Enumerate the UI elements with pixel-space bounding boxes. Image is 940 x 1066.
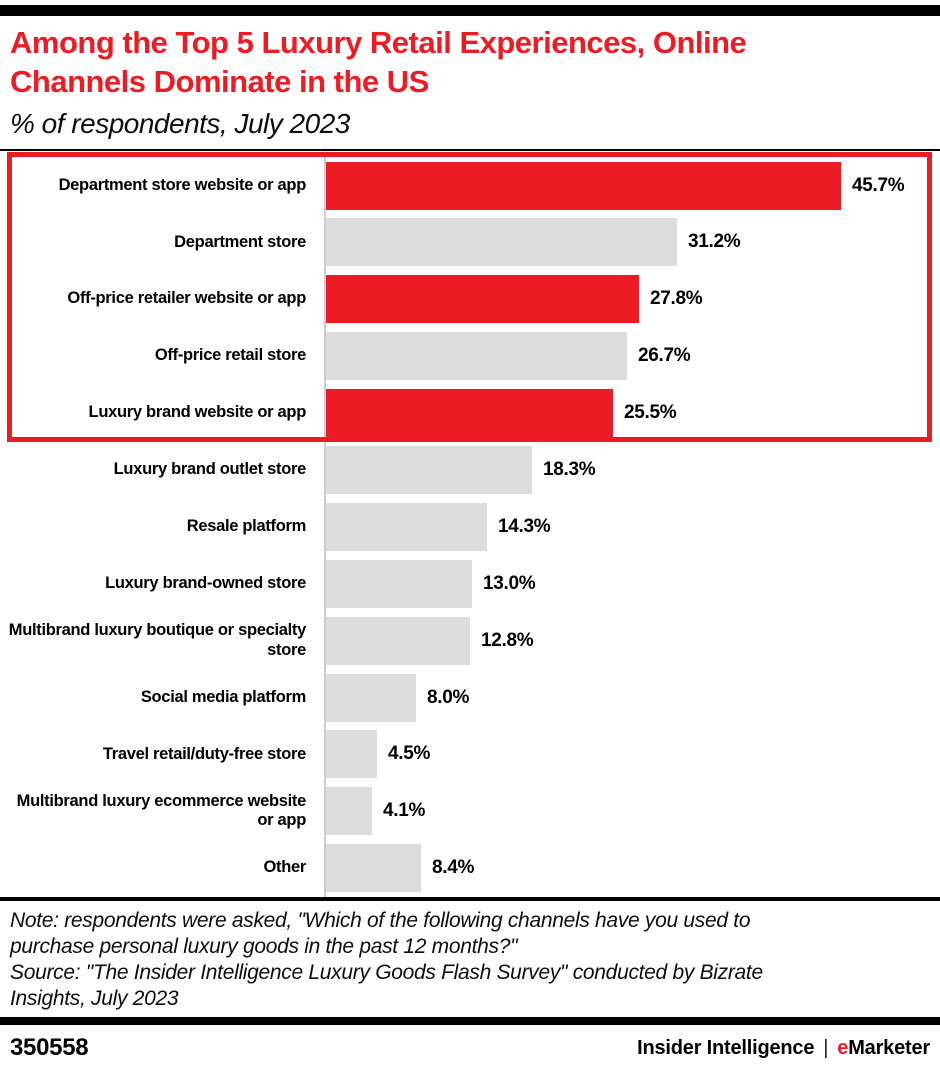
bar-track: 18.3% bbox=[326, 442, 940, 499]
category-label: Social media platform bbox=[140, 687, 306, 706]
brand-emarketer-rest: Marketer bbox=[848, 1036, 930, 1059]
value-label: 31.2% bbox=[688, 231, 741, 253]
chart-row: Luxury brand outlet store 18.3% bbox=[0, 442, 940, 499]
brand-separator: | bbox=[823, 1036, 829, 1059]
category-label: Travel retail/duty-free store bbox=[102, 744, 306, 763]
bar-track: 13.0% bbox=[326, 555, 940, 612]
top-accent-bar bbox=[0, 5, 940, 16]
value-label: 25.5% bbox=[624, 402, 677, 424]
footnote-divider bbox=[0, 897, 940, 902]
source-text-line1: Source: "The Insider Intelligence Luxury… bbox=[10, 961, 763, 985]
value-label: 26.7% bbox=[638, 345, 691, 367]
bar bbox=[326, 673, 416, 722]
bar bbox=[326, 275, 639, 324]
chart-row: Luxury brand website or app 25.5% bbox=[0, 385, 940, 442]
value-label: 14.3% bbox=[498, 515, 551, 537]
chart-row: Travel retail/duty-free store 4.5% bbox=[0, 726, 940, 783]
value-label: 18.3% bbox=[543, 458, 596, 480]
value-label: 27.8% bbox=[650, 288, 703, 310]
chart-row: Luxury brand-owned store 13.0% bbox=[0, 555, 940, 612]
brand-emarketer-e: e bbox=[837, 1036, 849, 1059]
category-label: Off-price retailer website or app bbox=[67, 289, 306, 308]
category-label: Multibrand luxury boutique or specialty … bbox=[8, 620, 307, 659]
value-label: 8.0% bbox=[427, 686, 470, 708]
chart-title: Among the Top 5 Luxury Retail Experience… bbox=[10, 23, 928, 101]
bar-track: 12.8% bbox=[326, 612, 940, 669]
bar bbox=[326, 730, 377, 779]
bar-track: 25.5% bbox=[326, 385, 940, 442]
note-text-line1: Note: respondents were asked, "Which of … bbox=[10, 909, 751, 933]
category-label: Department store bbox=[174, 232, 306, 251]
category-label: Multibrand luxury ecommerce website or a… bbox=[16, 791, 307, 830]
bar-track: 8.4% bbox=[326, 840, 940, 897]
chart-row: Other 8.4% bbox=[0, 840, 940, 897]
footnote: Note: respondents were asked, "Which of … bbox=[0, 901, 940, 1017]
bar-track: 14.3% bbox=[326, 498, 940, 555]
bar bbox=[326, 445, 532, 494]
bar-chart: Department store website or app 45.7% De… bbox=[0, 151, 940, 898]
chart-rows: Department store website or app 45.7% De… bbox=[0, 157, 940, 897]
chart-title-line2: Channels Dominate in the US bbox=[10, 64, 429, 100]
category-label: Luxury brand outlet store bbox=[113, 460, 307, 479]
chart-row: Department store website or app 45.7% bbox=[0, 157, 940, 214]
category-label: Department store website or app bbox=[58, 175, 307, 194]
bar bbox=[326, 161, 841, 210]
chart-row: Department store 31.2% bbox=[0, 214, 940, 271]
value-label: 12.8% bbox=[481, 629, 534, 651]
bar bbox=[326, 787, 372, 836]
chart-row: Off-price retail store 26.7% bbox=[0, 328, 940, 385]
chart-row: Multibrand luxury ecommerce website or a… bbox=[0, 783, 940, 840]
category-label: Luxury brand-owned store bbox=[105, 573, 306, 592]
chart-row: Multibrand luxury boutique or specialty … bbox=[0, 612, 940, 669]
value-label: 4.5% bbox=[388, 743, 431, 765]
bar-track: 27.8% bbox=[326, 271, 940, 328]
chart-header: Among the Top 5 Luxury Retail Experience… bbox=[0, 16, 940, 140]
footer-divider bbox=[0, 1017, 940, 1026]
bar-track: 4.5% bbox=[326, 726, 940, 783]
bar-track: 26.7% bbox=[326, 328, 940, 385]
header-divider bbox=[0, 149, 940, 152]
chart-row: Resale platform 14.3% bbox=[0, 498, 940, 555]
brand-insider-intelligence: Insider Intelligence bbox=[637, 1036, 815, 1059]
bar-track: 4.1% bbox=[326, 783, 940, 840]
brand-logo: Insider Intelligence | eMarketer bbox=[637, 1037, 930, 1060]
bar-track: 31.2% bbox=[326, 214, 940, 271]
bar-track: 8.0% bbox=[326, 669, 940, 726]
category-label: Resale platform bbox=[186, 516, 307, 535]
bar bbox=[326, 844, 421, 893]
bar bbox=[326, 332, 627, 381]
source-text-line2: Insights, July 2023 bbox=[10, 987, 179, 1011]
chart-title-line1: Among the Top 5 Luxury Retail Experience… bbox=[10, 25, 747, 60]
category-label: Other bbox=[263, 858, 306, 877]
bar bbox=[326, 502, 487, 551]
value-label: 8.4% bbox=[432, 857, 475, 879]
value-label: 13.0% bbox=[483, 572, 536, 594]
category-label: Luxury brand website or app bbox=[88, 403, 307, 422]
bar bbox=[326, 616, 470, 665]
y-axis-line bbox=[324, 151, 326, 898]
chart-row: Social media platform 8.0% bbox=[0, 669, 940, 726]
bar-track: 45.7% bbox=[326, 157, 940, 214]
note-text-line2: purchase personal luxury goods in the pa… bbox=[10, 935, 518, 959]
value-label: 4.1% bbox=[383, 800, 426, 822]
bar bbox=[326, 559, 472, 608]
value-label: 45.7% bbox=[852, 174, 905, 196]
bar bbox=[326, 389, 613, 438]
chart-subtitle: % of respondents, July 2023 bbox=[10, 108, 350, 140]
footer: 350558 Insider Intelligence | eMarketer bbox=[0, 1025, 940, 1062]
bar bbox=[326, 218, 677, 267]
chart-row: Off-price retailer website or app 27.8% bbox=[0, 271, 940, 328]
category-label: Off-price retail store bbox=[154, 346, 306, 365]
chart-id: 350558 bbox=[10, 1034, 89, 1062]
